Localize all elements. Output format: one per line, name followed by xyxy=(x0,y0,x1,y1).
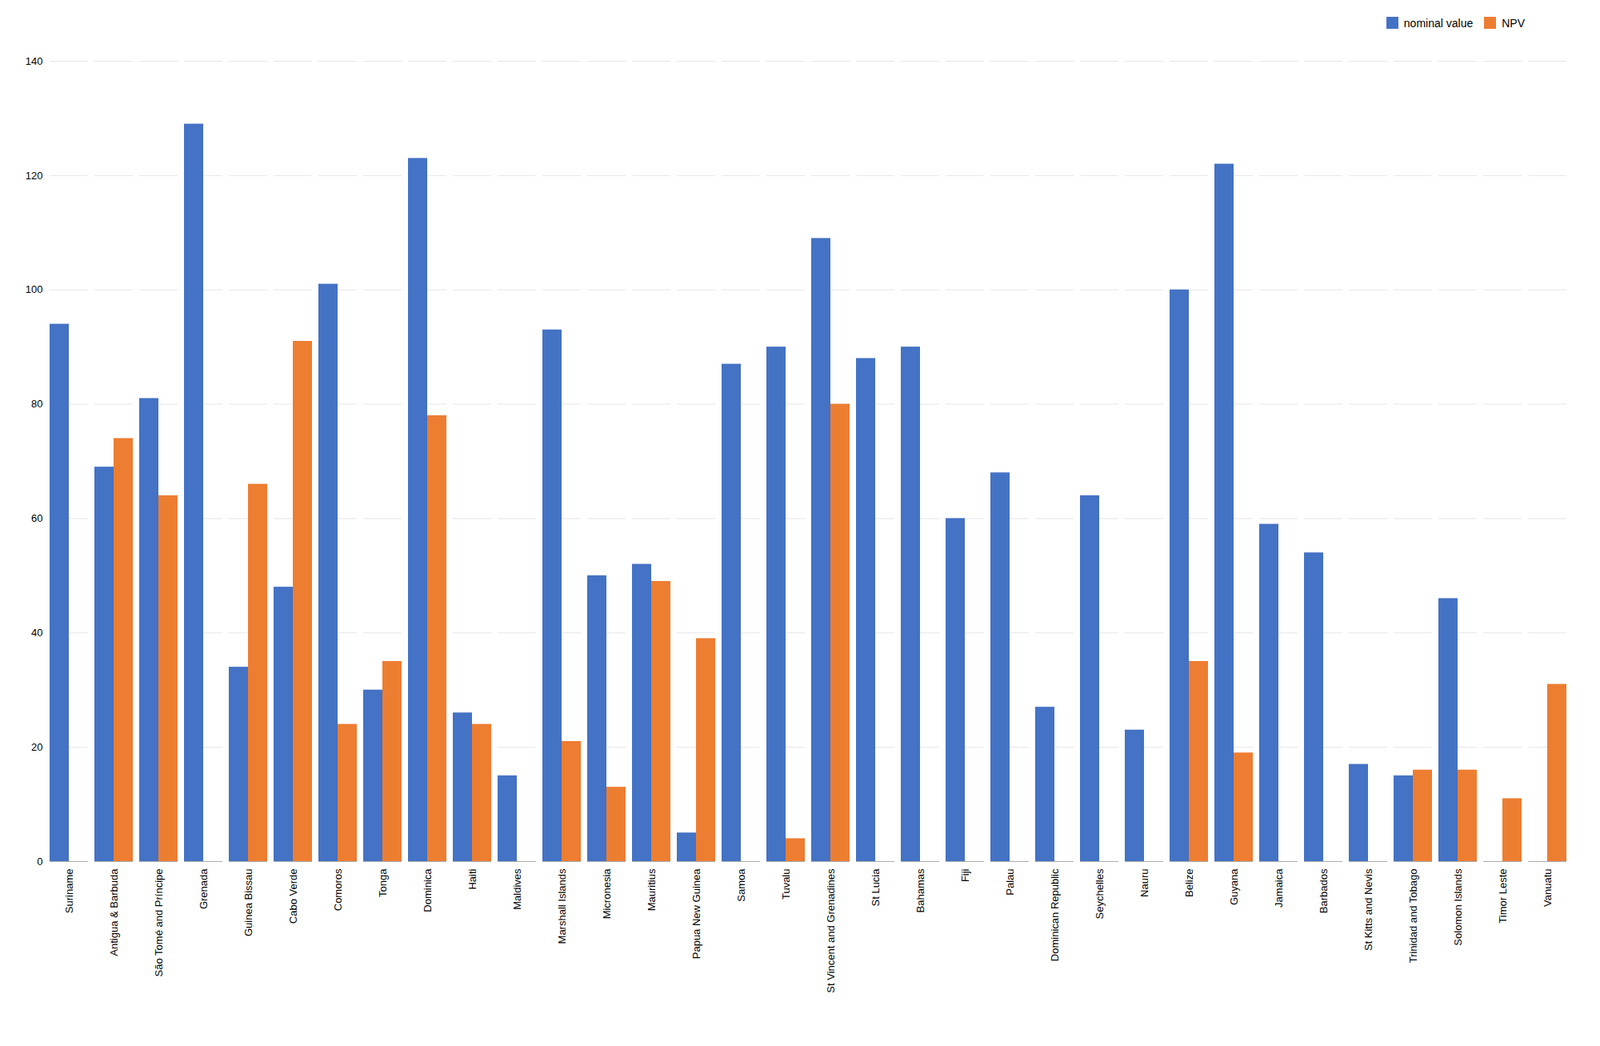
html-text:NPV: NPV xyxy=(1501,16,1525,30)
svg-text:St Vincent and Grenadines: St Vincent and Grenadines xyxy=(824,868,837,993)
svg-text:0: 0 xyxy=(36,855,43,868)
svg-text:Guinea Bissau: Guinea Bissau xyxy=(242,868,255,937)
svg-text:Timor Leste: Timor Leste xyxy=(1496,868,1509,924)
svg-text:60: 60 xyxy=(31,512,43,524)
svg-text:Antigua & Barbuda: Antigua & Barbuda xyxy=(108,868,120,956)
svg-text:Haiti: Haiti xyxy=(466,868,479,889)
svg-text:São Tomé and Príncipe: São Tomé and Príncipe xyxy=(152,868,165,977)
svg-text:Maldives: Maldives xyxy=(511,868,524,910)
svg-text:40: 40 xyxy=(31,626,43,639)
svg-text:Papua New Guinea: Papua New Guinea xyxy=(690,868,703,960)
svg-text:20: 20 xyxy=(31,740,43,753)
svg-text:Solomon Islands: Solomon Islands xyxy=(1452,868,1464,946)
svg-text:Comoros: Comoros xyxy=(332,868,344,911)
svg-text:Palau: Palau xyxy=(1004,868,1016,896)
svg-text:Dominican Republic: Dominican Republic xyxy=(1048,868,1061,961)
svg-text:Jamaica: Jamaica xyxy=(1272,868,1285,908)
svg-text:Grenada: Grenada xyxy=(197,868,210,909)
svg-text:Dominica: Dominica xyxy=(421,868,434,912)
svg-text:Marshall Islands: Marshall Islands xyxy=(556,868,568,944)
svg-text:140: 140 xyxy=(25,55,44,68)
svg-text:Guyana: Guyana xyxy=(1228,868,1240,905)
svg-text:Bahamas: Bahamas xyxy=(914,868,927,912)
svg-text:Barbados: Barbados xyxy=(1317,868,1330,913)
svg-text:Suriname: Suriname xyxy=(63,868,76,914)
svg-text:Vanuatu: Vanuatu xyxy=(1541,868,1554,907)
svg-text:Belize: Belize xyxy=(1183,868,1196,897)
svg-text:St Lucia: St Lucia xyxy=(869,868,882,907)
svg-text:Nauru: Nauru xyxy=(1138,868,1151,897)
svg-text:Micronesia: Micronesia xyxy=(600,868,613,920)
svg-text:Seychelles: Seychelles xyxy=(1093,868,1106,919)
html-text:nominal value: nominal value xyxy=(1403,16,1473,30)
svg-text:100: 100 xyxy=(25,283,44,296)
svg-text:Fiji: Fiji xyxy=(959,868,972,882)
svg-text:St Kitts and Nevis: St Kitts and Nevis xyxy=(1362,868,1375,951)
svg-text:80: 80 xyxy=(31,397,43,410)
svg-text:Cabo Verde: Cabo Verde xyxy=(287,868,300,924)
svg-text:Mauritius: Mauritius xyxy=(645,868,658,911)
svg-text:Tonga: Tonga xyxy=(376,868,389,897)
svg-text:Trinidad and Tobago: Trinidad and Tobago xyxy=(1407,868,1420,964)
svg-text:Tuvalu: Tuvalu xyxy=(780,868,792,900)
svg-text:120: 120 xyxy=(25,169,44,182)
svg-text:Samoa: Samoa xyxy=(735,868,748,902)
